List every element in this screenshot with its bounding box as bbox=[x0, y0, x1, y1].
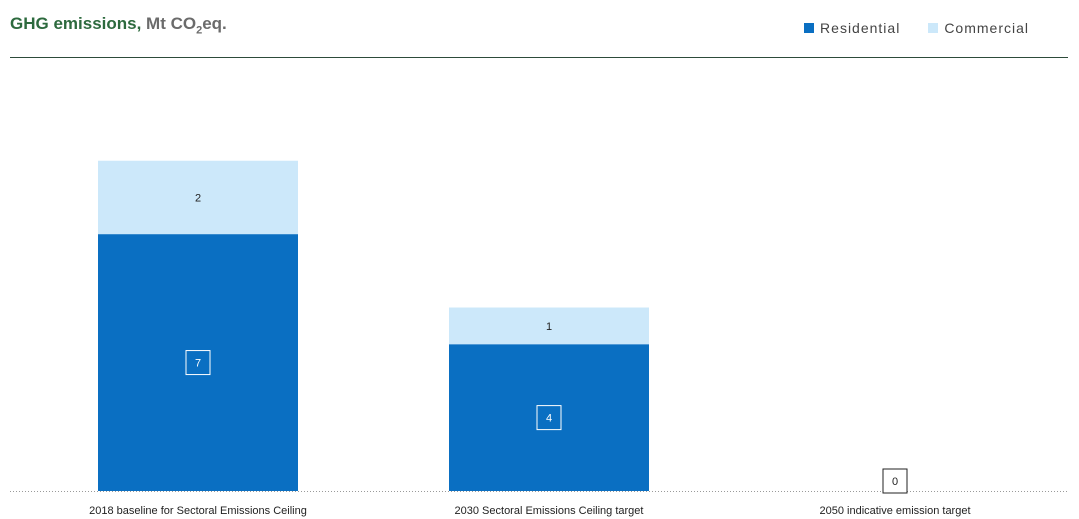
bar-commercial-1 bbox=[449, 307, 649, 345]
legend-swatch-commercial bbox=[928, 23, 939, 33]
data-label-commercial-1: 1 bbox=[546, 321, 552, 333]
chart-title-unit-sub: 2 bbox=[196, 24, 203, 37]
data-label-box-residential-0 bbox=[185, 350, 211, 376]
chart-title-unit-pre: Mt CO bbox=[146, 14, 197, 33]
bar-residential-1 bbox=[449, 344, 649, 491]
data-label-residential-0: 7 bbox=[195, 358, 201, 370]
legend-label-residential: Residential bbox=[820, 20, 901, 36]
chart-header: GHG emissions, Mt CO2eq. Residential Com… bbox=[0, 0, 1079, 58]
bar-residential-0 bbox=[98, 234, 298, 491]
data-label-residential-2: 0 bbox=[892, 476, 898, 488]
legend-swatch-residential bbox=[804, 23, 815, 33]
chart-title-unit-post: eq. bbox=[202, 14, 227, 33]
category-label-1: 2030 Sectoral Emissions Ceiling target bbox=[455, 505, 644, 517]
bar-commercial-0 bbox=[98, 160, 298, 235]
legend-item-commercial: Commercial bbox=[928, 20, 1029, 36]
data-label-residential-1: 4 bbox=[546, 413, 552, 425]
chart-title: GHG emissions, Mt CO2eq. bbox=[10, 14, 227, 36]
category-label-0: 2018 baseline for Sectoral Emissions Cei… bbox=[89, 505, 307, 517]
chart-legend: Residential Commercial bbox=[804, 20, 1029, 36]
data-label-box-residential-2 bbox=[882, 468, 908, 494]
chart-title-unit: Mt CO2eq. bbox=[146, 14, 227, 37]
legend-item-residential: Residential bbox=[804, 20, 900, 36]
category-label-2: 2050 indicative emission target bbox=[819, 505, 970, 517]
legend-label-commercial: Commercial bbox=[944, 20, 1029, 36]
data-label-commercial-0: 2 bbox=[195, 192, 201, 204]
chart-title-main: GHG emissions, bbox=[10, 14, 147, 33]
data-label-box-residential-1 bbox=[536, 405, 562, 431]
header-divider bbox=[10, 57, 1068, 58]
